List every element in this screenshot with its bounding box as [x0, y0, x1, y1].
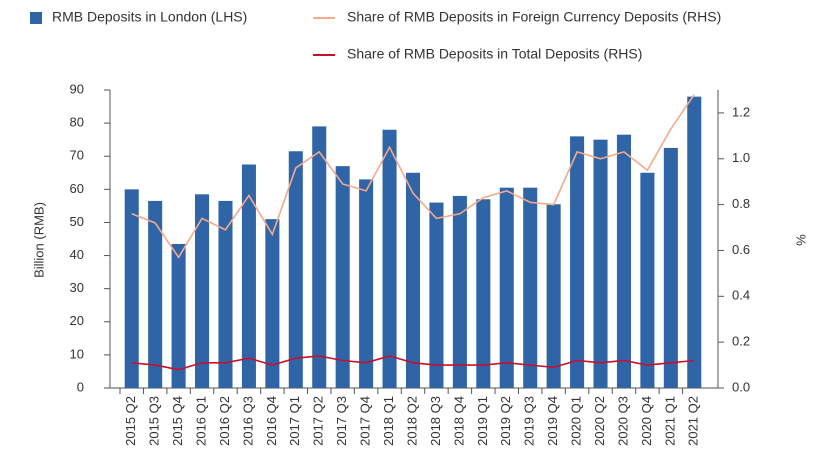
- x-tick-label: 2021 Q2: [686, 396, 701, 446]
- x-tick-label: 2017 Q3: [334, 396, 349, 446]
- bar: [171, 243, 186, 388]
- y2-tick-label: 1.2: [732, 104, 750, 119]
- y2-tick-label: 0.4: [732, 288, 750, 303]
- bar: [148, 200, 163, 388]
- bar: [405, 172, 421, 388]
- x-tick-label: 2017 Q2: [311, 396, 326, 446]
- bar: [335, 166, 350, 388]
- x-tick-label: 2015 Q4: [170, 396, 185, 446]
- bar: [124, 189, 139, 388]
- x-tick-label: 2019 Q2: [498, 396, 513, 446]
- x-tick-label: 2016 Q3: [240, 396, 255, 446]
- x-tick-label: 2018 Q3: [428, 396, 443, 446]
- bar: [218, 200, 233, 388]
- y-tick-label: 60: [70, 181, 84, 196]
- line: [131, 94, 695, 259]
- y-tick-label: 0: [77, 379, 84, 394]
- bar: [359, 179, 374, 388]
- line: [131, 355, 695, 371]
- y2-tick-label: 0.2: [732, 334, 750, 349]
- y-tick-label: 80: [70, 115, 84, 130]
- x-tick-label: 2018 Q1: [381, 396, 396, 446]
- y-tick-label: 30: [70, 280, 84, 295]
- y2-axis-label: %: [794, 234, 809, 246]
- y2-tick-label: 0.6: [732, 242, 750, 257]
- x-tick-label: 2017 Q4: [358, 396, 373, 446]
- x-tick-label: 2020 Q1: [569, 396, 584, 446]
- x-tick-label: 2019 Q4: [545, 396, 560, 446]
- bar: [593, 139, 608, 388]
- y-tick-label: 40: [70, 247, 84, 262]
- bar: [523, 187, 538, 388]
- x-tick-label: 2021 Q1: [662, 396, 677, 446]
- bar: [241, 164, 256, 388]
- x-tick-label: 2020 Q3: [615, 396, 630, 446]
- legend-label: Share of RMB Deposits in Total Deposits …: [347, 46, 642, 62]
- bar: [476, 199, 491, 388]
- x-tick-label: 2017 Q1: [287, 396, 302, 446]
- x-tick-label: 2019 Q3: [522, 396, 537, 446]
- x-tick-label: 2018 Q4: [451, 396, 466, 446]
- y-tick-label: 90: [70, 81, 84, 96]
- legend-swatch: [30, 12, 42, 24]
- x-tick-label: 2016 Q2: [217, 396, 232, 446]
- y-axis-label: Billion (RMB): [31, 202, 46, 278]
- bar: [288, 151, 303, 388]
- x-tick-label: 2015 Q2: [123, 396, 138, 446]
- x-tick-label: 2020 Q4: [639, 396, 654, 446]
- x-tick-label: 2020 Q2: [592, 396, 607, 446]
- x-tick-label: 2015 Q3: [147, 396, 162, 446]
- bar: [312, 126, 327, 388]
- y-tick-label: 10: [70, 346, 84, 361]
- bar: [570, 136, 585, 388]
- y-tick-label: 50: [70, 214, 84, 229]
- bar: [499, 187, 514, 388]
- bar: [382, 129, 397, 388]
- bar: [429, 202, 444, 388]
- legend-label: Share of RMB Deposits in Foreign Currenc…: [347, 9, 721, 25]
- x-tick-label: 2016 Q1: [193, 396, 208, 446]
- y2-tick-label: 0.8: [732, 196, 750, 211]
- x-tick-label: 2016 Q4: [264, 396, 279, 446]
- bar: [195, 194, 210, 388]
- bar: [546, 204, 561, 388]
- y-tick-label: 20: [70, 313, 84, 328]
- bar: [640, 172, 655, 388]
- x-tick-label: 2019 Q1: [475, 396, 490, 446]
- bar: [452, 195, 467, 388]
- y2-tick-label: 0.0: [732, 379, 750, 394]
- legend-label: RMB Deposits in London (LHS): [52, 9, 247, 25]
- bar: [687, 96, 702, 388]
- y2-tick-label: 1.0: [732, 150, 750, 165]
- bar: [616, 134, 631, 388]
- bar: [663, 147, 678, 388]
- x-tick-label: 2018 Q2: [404, 396, 419, 446]
- bar: [265, 219, 280, 388]
- y-tick-label: 70: [70, 148, 84, 163]
